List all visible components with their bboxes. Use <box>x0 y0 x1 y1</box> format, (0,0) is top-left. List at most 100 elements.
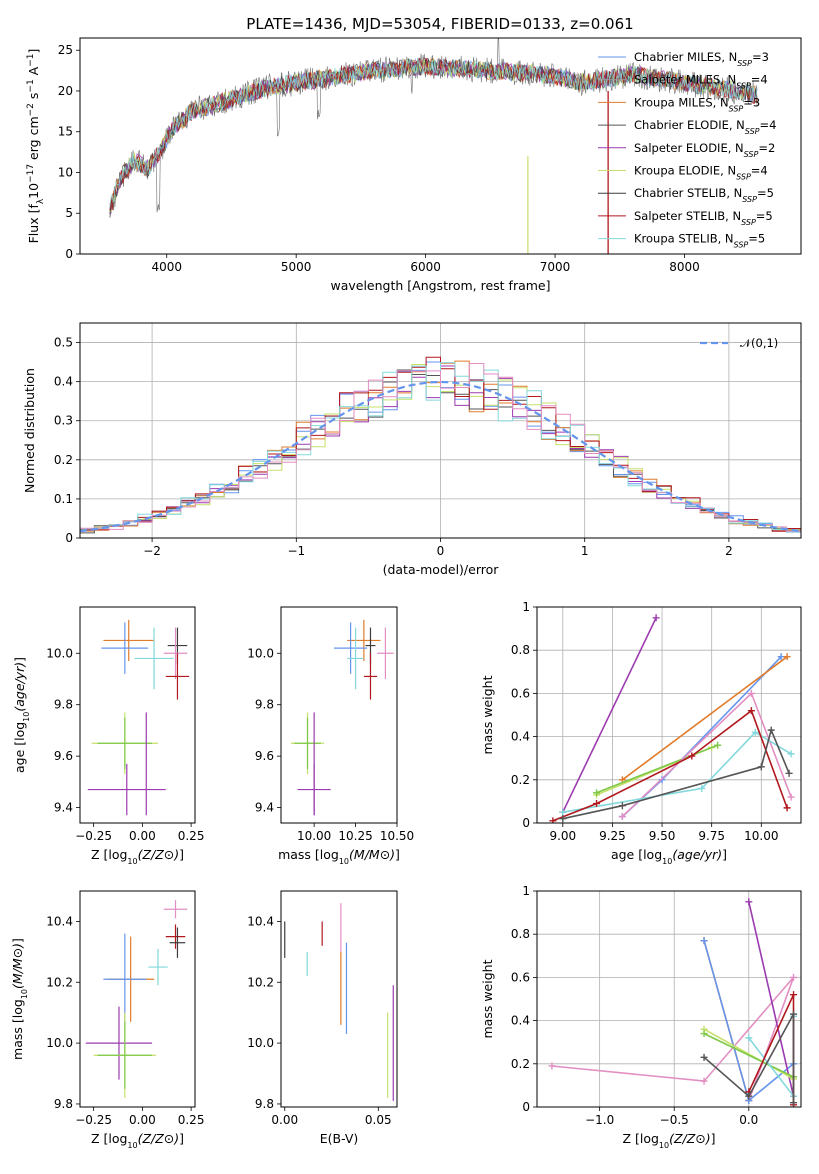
y-tick-label: 0 <box>65 531 73 545</box>
plot-area <box>109 38 758 254</box>
x-tick-label: 0.0 <box>739 1113 758 1127</box>
series-line <box>621 656 788 781</box>
axes-frame <box>79 890 196 1108</box>
data-point-marker <box>747 707 755 715</box>
series-line <box>703 1013 795 1103</box>
series-line <box>562 617 657 813</box>
x-tick-label: 5000 <box>281 260 312 274</box>
x-tick-label: 8000 <box>669 260 700 274</box>
y-tick-label: 25 <box>58 43 73 57</box>
y-tick-label: 9.8 <box>255 698 274 712</box>
x-tick-label: −1 <box>287 544 305 558</box>
data-point-marker <box>549 817 557 823</box>
data-point-marker <box>593 800 601 808</box>
data-point-marker <box>790 1099 798 1107</box>
errorbar-point <box>334 622 368 674</box>
data-point-marker <box>747 689 755 697</box>
data-point-marker <box>652 614 660 622</box>
x-tick-label: 0.25 <box>178 829 205 843</box>
y-tick-label: 0.4 <box>54 375 73 389</box>
legend-entry: Chabrier ELODIE, NSSP=4 <box>598 118 776 136</box>
x-tick-label: 10.25 <box>338 829 372 843</box>
legend-label: Kroupa STELIB, NSSP=5 <box>634 232 765 250</box>
y-tick-label: 5 <box>65 206 73 220</box>
plot-area <box>549 614 795 823</box>
y-tick-label: 1 <box>522 884 530 898</box>
panel-8: −1.0 −0.5 0.0 0 0.2 0.4 0.6 0.8 1 Z [log10(Z/Z⊙)]… <box>480 884 802 1150</box>
series-group <box>618 689 795 821</box>
legend-label: Salpeter STELIB, NSSP=5 <box>634 209 773 227</box>
legend-entry: Salpeter MILES, NSSP=4 <box>598 73 768 90</box>
x-tick-label: 4000 <box>151 260 182 274</box>
x-axis-label: mass [log10(M/M⊙)] <box>278 847 400 866</box>
panel-6: −0.25 0.00 0.25 9.8 10.0 10.2 10.4 Z [log10(Z/Z… <box>10 890 205 1150</box>
y-tick-label: 15 <box>58 125 73 139</box>
x-tick-label: 9.50 <box>649 829 676 843</box>
y-tick-label: 0.8 <box>511 643 530 657</box>
series-line <box>562 731 792 813</box>
y-tick-label: 0.2 <box>511 773 530 787</box>
x-tick-label: 9.00 <box>549 829 576 843</box>
data-point-marker <box>700 1053 708 1061</box>
model-series-line <box>109 57 758 208</box>
data-point-marker <box>790 991 798 999</box>
data-point-marker <box>783 804 791 812</box>
x-tick-label: −0.25 <box>75 829 112 843</box>
data-point-marker <box>785 769 793 777</box>
series-line <box>703 1032 794 1078</box>
panel-5: 9.00 9.25 9.50 9.75 10.00 0 0.2 0.4 0.6 0.8 1 age [… <box>480 600 802 866</box>
errorbar-point <box>163 627 188 679</box>
y-tick-label: 9.6 <box>54 749 73 763</box>
y-tick-label: 9.8 <box>255 1097 274 1111</box>
data-point-marker <box>787 750 795 758</box>
y-axis-label: age [log10(age/yr)] <box>12 657 31 773</box>
x-tick-label: 1 <box>581 544 589 558</box>
axes-frame <box>280 890 398 1108</box>
axes-frame <box>536 890 802 1108</box>
data-point-marker <box>757 763 765 771</box>
x-tick-label: 0.25 <box>178 1113 205 1127</box>
y-tick-label: 9.4 <box>255 801 274 815</box>
plot-area <box>80 356 801 538</box>
data-point-marker <box>790 1010 798 1018</box>
panel-3: −0.25 0.00 0.25 9.4 9.6 9.8 10.0 Z [log10(Z/Z⊙)… <box>12 606 205 866</box>
x-tick-label: 0.00 <box>271 1113 298 1127</box>
x-axis-label: Z [log10(Z/Z⊙)] <box>622 1131 715 1150</box>
legend-label: Chabrier ELODIE, NSSP=4 <box>634 118 776 136</box>
x-tick-label: 10.50 <box>380 829 414 843</box>
data-point-marker <box>745 898 753 906</box>
x-axis-label: E(B-V) <box>320 1131 359 1146</box>
y-tick-label: 0.2 <box>511 1057 530 1071</box>
series-line <box>748 901 795 1097</box>
plot-area <box>548 898 798 1107</box>
model-series-line <box>109 58 758 213</box>
data-point-marker <box>698 784 706 792</box>
x-axis-label: age [log10(age/yr)] <box>611 847 727 866</box>
x-tick-label: 7000 <box>540 260 571 274</box>
data-point-marker <box>745 1092 753 1100</box>
x-tick-label: −1.0 <box>585 1113 614 1127</box>
y-tick-label: 9.8 <box>54 698 73 712</box>
legend-label: 𝒩(0,1) <box>740 336 778 350</box>
series-line <box>596 744 718 794</box>
data-point-marker <box>787 793 795 801</box>
panel-4: 10.00 10.25 10.50 9.4 9.6 9.8 10.0 mass [log10(… <box>247 606 414 866</box>
plot-area <box>85 900 188 1098</box>
series-line <box>703 1028 794 1080</box>
panel-2: −2 −1 0 1 2 0 0.1 0.2 0.3 0.4 0.5 (data-model)/erro… <box>22 322 802 577</box>
errorbar-point <box>87 763 166 816</box>
legend-label: Salpeter ELODIE, NSSP=2 <box>634 141 775 159</box>
legend-label: Chabrier STELIB, NSSP=5 <box>634 186 774 204</box>
errorbar-point <box>85 1006 153 1080</box>
legend-entry: Kroupa ELODIE, NSSP=4 <box>598 164 768 181</box>
data-point-marker <box>700 937 708 945</box>
y-tick-label: 10.4 <box>247 914 274 928</box>
histogram-step <box>80 363 801 538</box>
data-point-marker <box>751 728 759 736</box>
errorbar-point <box>169 927 186 958</box>
data-point-marker <box>700 1030 708 1038</box>
errorbar-point <box>347 627 364 690</box>
x-axis-label: Z [log10(Z/Z⊙)] <box>91 847 184 866</box>
errorbar-point <box>165 653 190 700</box>
